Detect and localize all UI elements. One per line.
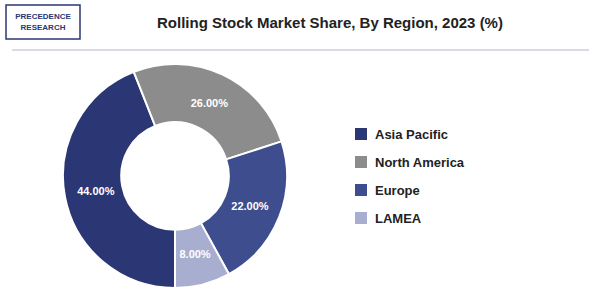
legend-swatch [355, 128, 367, 140]
legend-swatch [355, 212, 367, 224]
data-label: 8.00% [179, 248, 210, 260]
legend-swatch [355, 156, 367, 168]
legend-item: Europe [355, 183, 420, 198]
title: Rolling Stock Market Share, By Region, 2… [157, 14, 503, 31]
data-label: 26.00% [191, 97, 229, 109]
slice [175, 223, 229, 288]
logo: PRECEDENCE RESEARCH [6, 5, 80, 39]
logo-box [6, 5, 80, 39]
legend-item: North America [355, 155, 465, 170]
legend-label: North America [375, 155, 465, 170]
chart: PRECEDENCE RESEARCH Rolling Stock Market S… [0, 0, 601, 301]
data-label: 22.00% [231, 200, 269, 212]
data-labels: 44.00% 26.00% 22.00% 8.00% [77, 97, 269, 260]
donut [63, 64, 287, 288]
annotation: PRECEDENCE [15, 12, 71, 21]
legend-label: Asia Pacific [375, 127, 448, 142]
legend-label: Europe [375, 183, 420, 198]
legend-item: LAMEA [355, 211, 422, 226]
separator [12, 50, 589, 51]
legend-label: LAMEA [375, 211, 422, 226]
annotation: RESEARCH [21, 23, 66, 32]
legend-swatch [355, 184, 367, 196]
slice [134, 64, 282, 159]
data-label: 44.00% [77, 185, 115, 197]
legend: Asia Pacific North America Europe LAMEA [355, 127, 465, 226]
legend-item: Asia Pacific [355, 127, 448, 142]
